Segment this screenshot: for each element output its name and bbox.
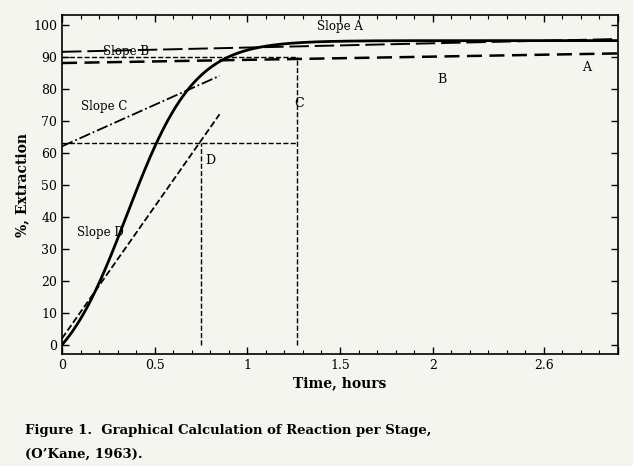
Text: B: B bbox=[437, 73, 446, 86]
Text: D: D bbox=[205, 154, 215, 167]
Text: A: A bbox=[582, 62, 591, 75]
Y-axis label: %, Extraction: %, Extraction bbox=[15, 133, 29, 237]
Text: C: C bbox=[294, 96, 304, 110]
Text: Slope D: Slope D bbox=[77, 226, 123, 239]
Text: Slope C: Slope C bbox=[80, 100, 127, 113]
Text: Slope A: Slope A bbox=[317, 20, 363, 33]
Text: Slope B: Slope B bbox=[103, 45, 149, 58]
Text: (O’Kane, 1963).: (O’Kane, 1963). bbox=[25, 447, 143, 460]
X-axis label: Time, hours: Time, hours bbox=[293, 377, 387, 391]
Text: Figure 1.  Graphical Calculation of Reaction per Stage,: Figure 1. Graphical Calculation of React… bbox=[25, 424, 432, 437]
